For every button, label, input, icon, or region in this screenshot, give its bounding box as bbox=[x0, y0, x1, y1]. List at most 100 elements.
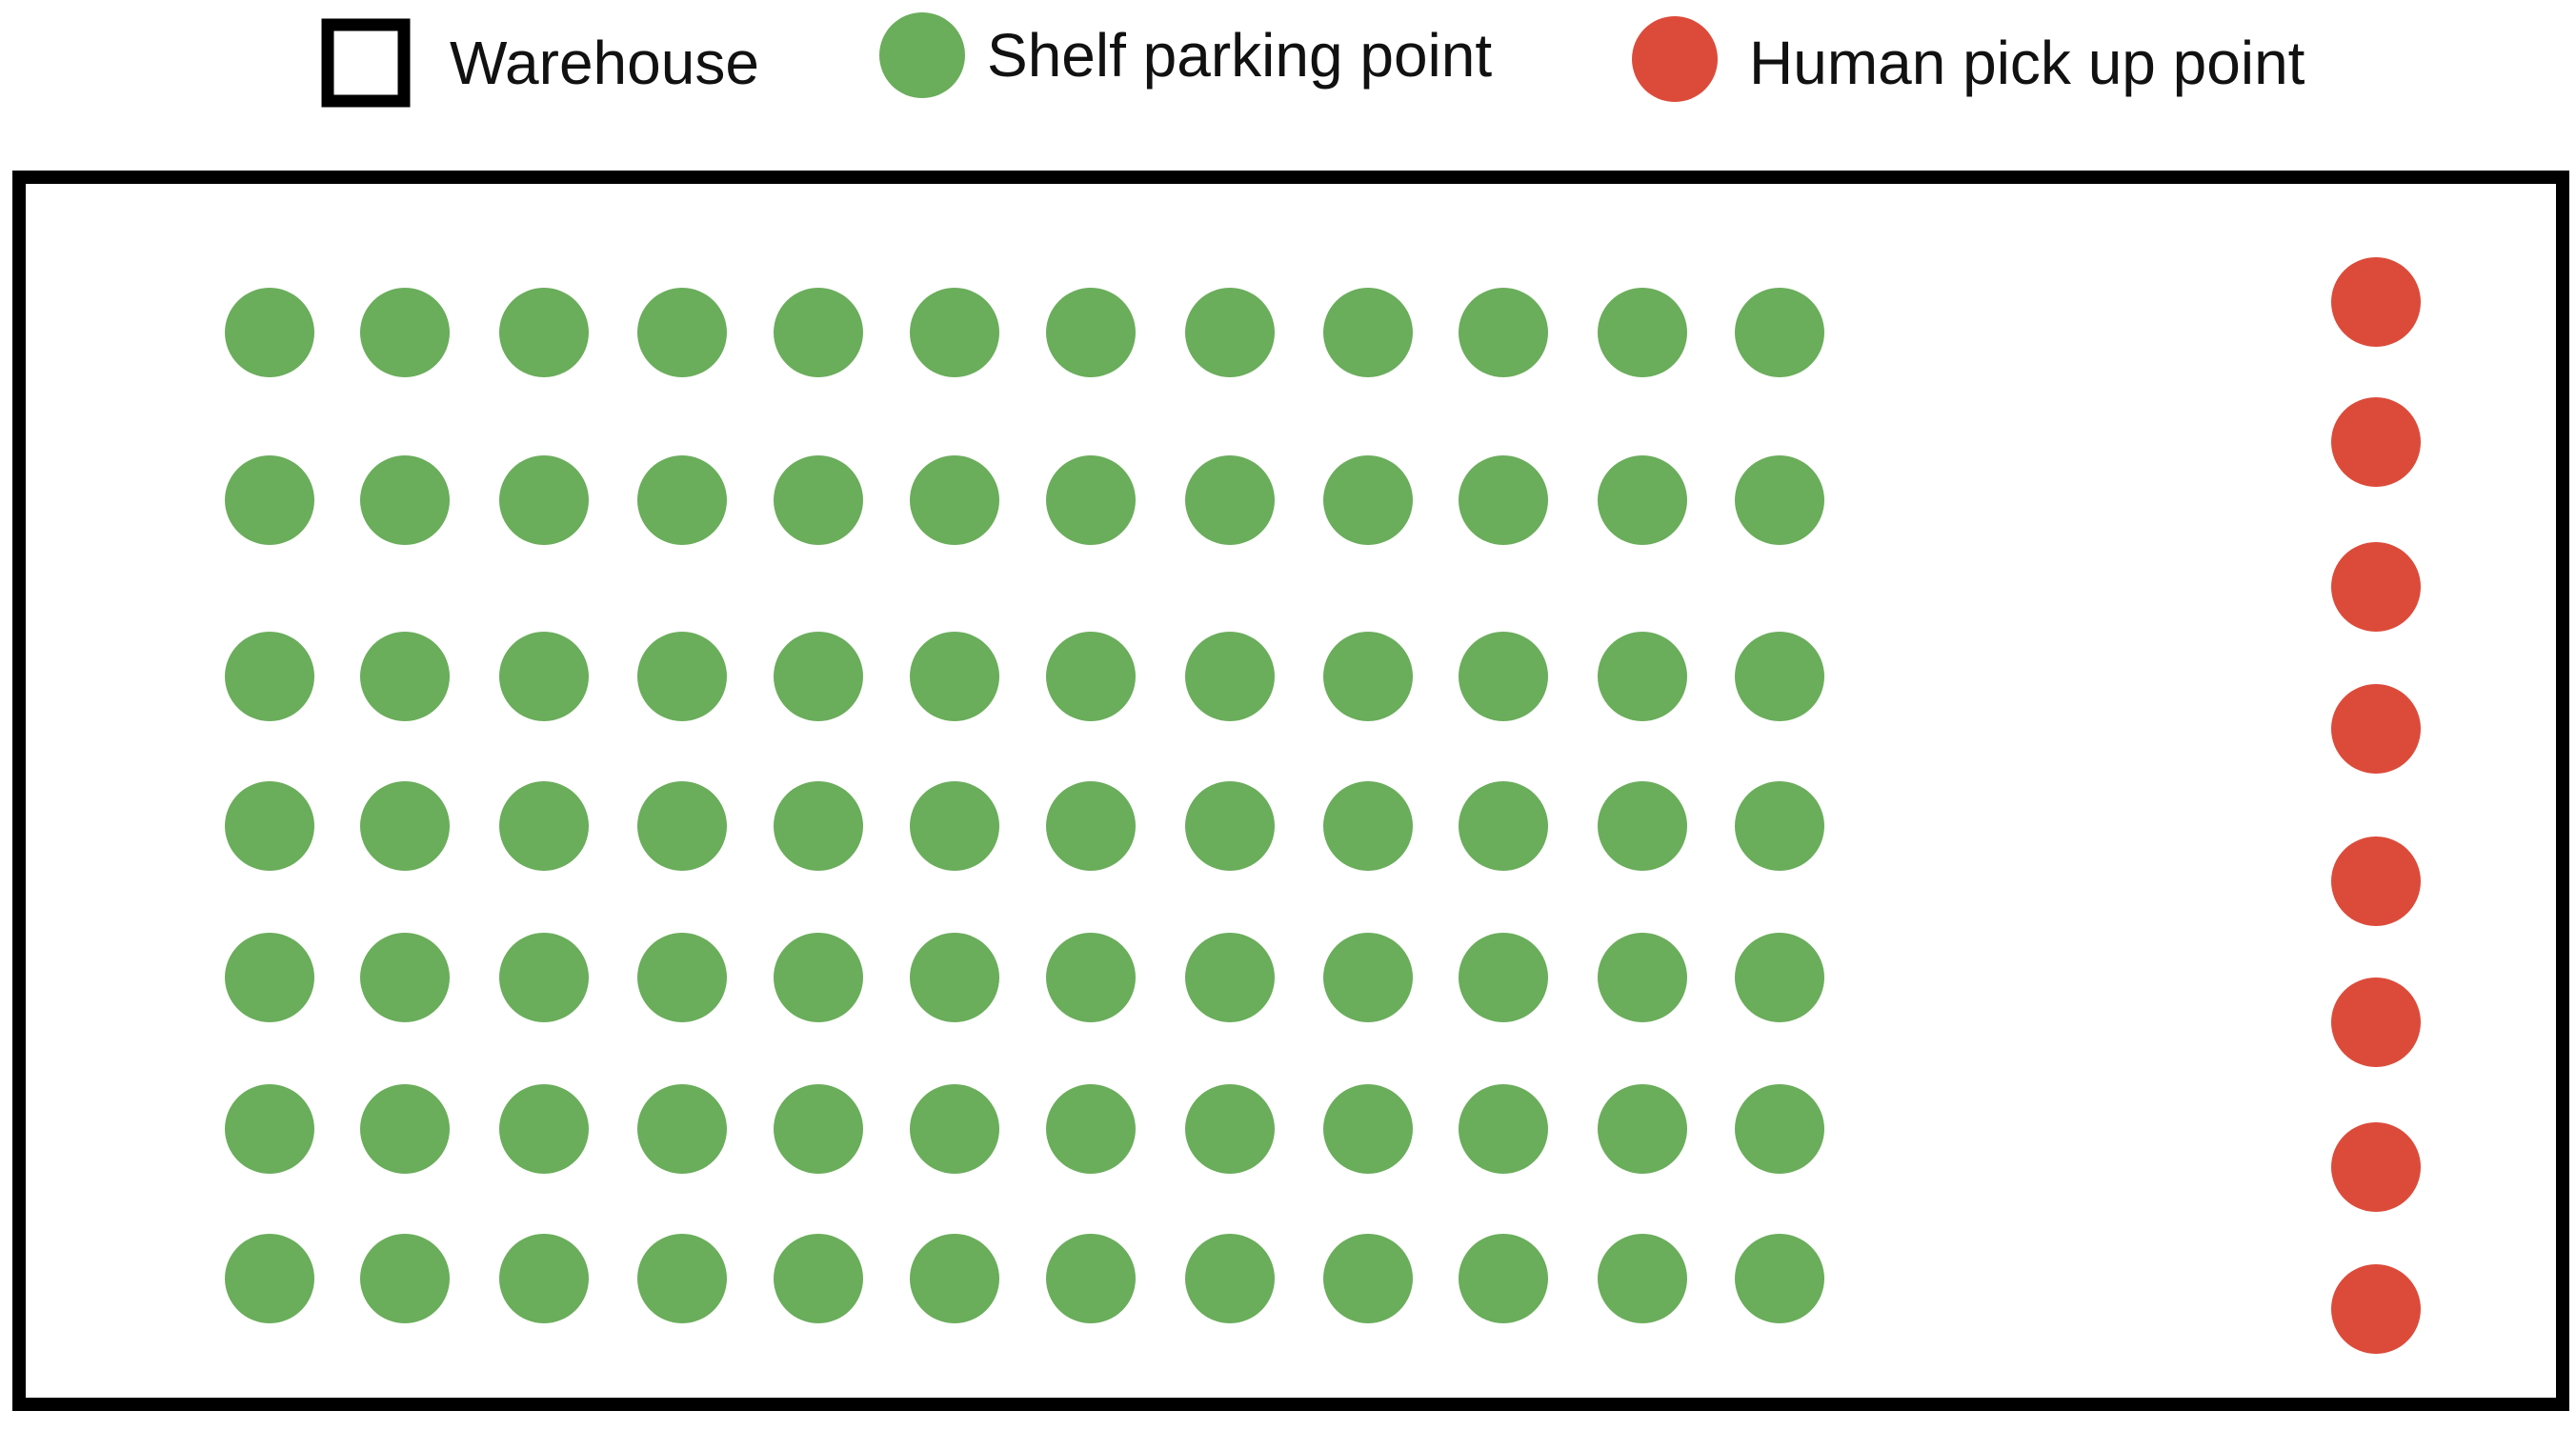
shelf-parking-point bbox=[1046, 933, 1136, 1022]
shelf-parking-point bbox=[1323, 781, 1413, 871]
shelf-parking-point bbox=[499, 288, 589, 377]
shelf-parking-point bbox=[225, 632, 314, 721]
shelf-parking-point bbox=[637, 288, 727, 377]
shelf-parking-point bbox=[1323, 933, 1413, 1022]
shelf-parking-point bbox=[360, 288, 450, 377]
legend-shelf-label: Shelf parking point bbox=[987, 21, 1492, 90]
shelf-parking-point bbox=[1046, 632, 1136, 721]
shelf-parking-point bbox=[1323, 1084, 1413, 1174]
shelf-parking-point bbox=[1046, 288, 1136, 377]
shelf-parking-point bbox=[1185, 781, 1275, 871]
shelf-parking-point bbox=[910, 1084, 999, 1174]
shelf-parking-point bbox=[1185, 933, 1275, 1022]
human-pickup-point bbox=[2331, 397, 2421, 487]
shelf-parking-point bbox=[360, 455, 450, 545]
shelf-parking-point bbox=[1598, 288, 1687, 377]
shelf-parking-point bbox=[1459, 632, 1548, 721]
shelf-parking-point bbox=[637, 455, 727, 545]
shelf-parking-point bbox=[910, 632, 999, 721]
shelf-parking-point bbox=[499, 1084, 589, 1174]
shelf-parking-point bbox=[637, 781, 727, 871]
shelf-parking-point bbox=[774, 632, 863, 721]
shelf-parking-point bbox=[910, 288, 999, 377]
human-pickup-point bbox=[2331, 1122, 2421, 1212]
legend-warehouse-swatch bbox=[321, 18, 411, 108]
shelf-parking-point bbox=[1459, 781, 1548, 871]
shelf-parking-point bbox=[360, 933, 450, 1022]
shelf-parking-point bbox=[499, 781, 589, 871]
shelf-parking-point bbox=[1598, 781, 1687, 871]
shelf-parking-point bbox=[637, 1234, 727, 1323]
shelf-parking-point bbox=[1735, 632, 1824, 721]
shelf-parking-point bbox=[910, 455, 999, 545]
shelf-parking-point bbox=[1459, 455, 1548, 545]
pickup-point-column bbox=[2331, 257, 2421, 1354]
shelf-parking-point bbox=[1046, 1084, 1136, 1174]
shelf-parking-point bbox=[637, 632, 727, 721]
human-pickup-point bbox=[2331, 684, 2421, 774]
shelf-parking-point bbox=[1598, 933, 1687, 1022]
shelf-parking-point bbox=[1459, 288, 1548, 377]
shelf-parking-point bbox=[1185, 455, 1275, 545]
shelf-parking-point bbox=[225, 1084, 314, 1174]
shelf-parking-point bbox=[1046, 455, 1136, 545]
shelf-parking-point bbox=[360, 1084, 450, 1174]
shelf-parking-point bbox=[1323, 288, 1413, 377]
shelf-parking-point bbox=[774, 781, 863, 871]
legend-shelf-swatch bbox=[879, 12, 965, 98]
shelf-parking-point bbox=[910, 781, 999, 871]
shelf-parking-point bbox=[225, 933, 314, 1022]
legend-pickup-label: Human pick up point bbox=[1749, 29, 2305, 97]
shelf-parking-point bbox=[1735, 781, 1824, 871]
shelf-parking-point bbox=[499, 1234, 589, 1323]
shelf-parking-point bbox=[1598, 1084, 1687, 1174]
shelf-parking-point bbox=[1459, 933, 1548, 1022]
shelf-parking-point bbox=[1185, 288, 1275, 377]
human-pickup-point bbox=[2331, 978, 2421, 1067]
shelf-parking-point bbox=[499, 632, 589, 721]
legend-pickup-swatch bbox=[1632, 16, 1718, 102]
shelf-parking-point bbox=[1735, 933, 1824, 1022]
shelf-parking-point bbox=[1185, 632, 1275, 721]
shelf-parking-point bbox=[774, 288, 863, 377]
shelf-parking-point bbox=[774, 933, 863, 1022]
shelf-parking-point bbox=[1598, 632, 1687, 721]
shelf-parking-point bbox=[637, 1084, 727, 1174]
shelf-parking-point bbox=[1323, 455, 1413, 545]
shelf-parking-point bbox=[360, 781, 450, 871]
shelf-parking-point bbox=[774, 1234, 863, 1323]
shelf-parking-grid bbox=[225, 288, 1824, 1323]
shelf-parking-point bbox=[1735, 1084, 1824, 1174]
shelf-parking-point bbox=[1185, 1234, 1275, 1323]
shelf-parking-point bbox=[499, 933, 589, 1022]
shelf-parking-point bbox=[1046, 1234, 1136, 1323]
shelf-parking-point bbox=[1459, 1234, 1548, 1323]
human-pickup-point bbox=[2331, 542, 2421, 632]
shelf-parking-point bbox=[1323, 632, 1413, 721]
warehouse-boundary bbox=[12, 171, 2569, 1411]
shelf-parking-point bbox=[774, 1084, 863, 1174]
shelf-parking-point bbox=[910, 933, 999, 1022]
shelf-parking-point bbox=[225, 781, 314, 871]
shelf-parking-point bbox=[774, 455, 863, 545]
shelf-parking-point bbox=[1735, 1234, 1824, 1323]
shelf-parking-point bbox=[1735, 288, 1824, 377]
shelf-parking-point bbox=[225, 288, 314, 377]
shelf-parking-point bbox=[225, 455, 314, 545]
shelf-parking-point bbox=[1459, 1084, 1548, 1174]
human-pickup-point bbox=[2331, 1264, 2421, 1354]
shelf-parking-point bbox=[1323, 1234, 1413, 1323]
shelf-parking-point bbox=[1598, 1234, 1687, 1323]
human-pickup-point bbox=[2331, 257, 2421, 347]
shelf-parking-point bbox=[1598, 455, 1687, 545]
shelf-parking-point bbox=[225, 1234, 314, 1323]
shelf-parking-point bbox=[360, 1234, 450, 1323]
shelf-parking-point bbox=[910, 1234, 999, 1323]
human-pickup-point bbox=[2331, 836, 2421, 926]
shelf-parking-point bbox=[1735, 455, 1824, 545]
shelf-parking-point bbox=[499, 455, 589, 545]
shelf-parking-point bbox=[360, 632, 450, 721]
shelf-parking-point bbox=[1046, 781, 1136, 871]
legend-warehouse-label: Warehouse bbox=[450, 29, 759, 97]
